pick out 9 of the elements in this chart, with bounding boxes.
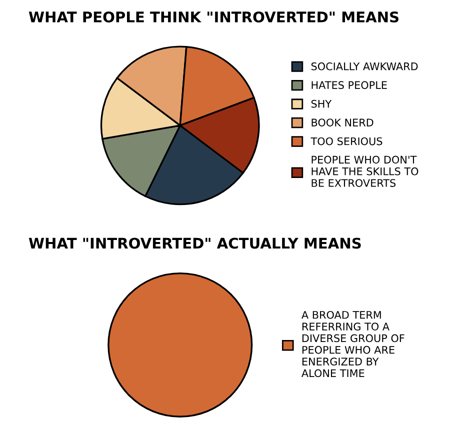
legend-label: HATES PEOPLE [312, 81, 387, 90]
legend-label: PEOPLE WHO DON'T HAVE THE SKILLS TO BE EXTROVERTS [312, 156, 418, 187]
legend-label: BOOK NERD [312, 118, 374, 126]
legend-label: A BROAD TERM REFERRING TO A DIVERSE GROUP OF PEOPLE WHO ARE ENERGIZED BY ALONE TIME [302, 310, 404, 378]
chart-title: WHAT PEOPLE THINK "INTROVERTED" MEANS [28, 11, 398, 22]
legend-label: TOO SERIOUS [310, 137, 382, 146]
chart-title: WHAT "INTROVERTED" ACTUALLY MEANS [28, 238, 361, 249]
legend-label: SOCIALLY AWKWARD [311, 62, 418, 70]
legend-label: SHY [311, 100, 332, 108]
